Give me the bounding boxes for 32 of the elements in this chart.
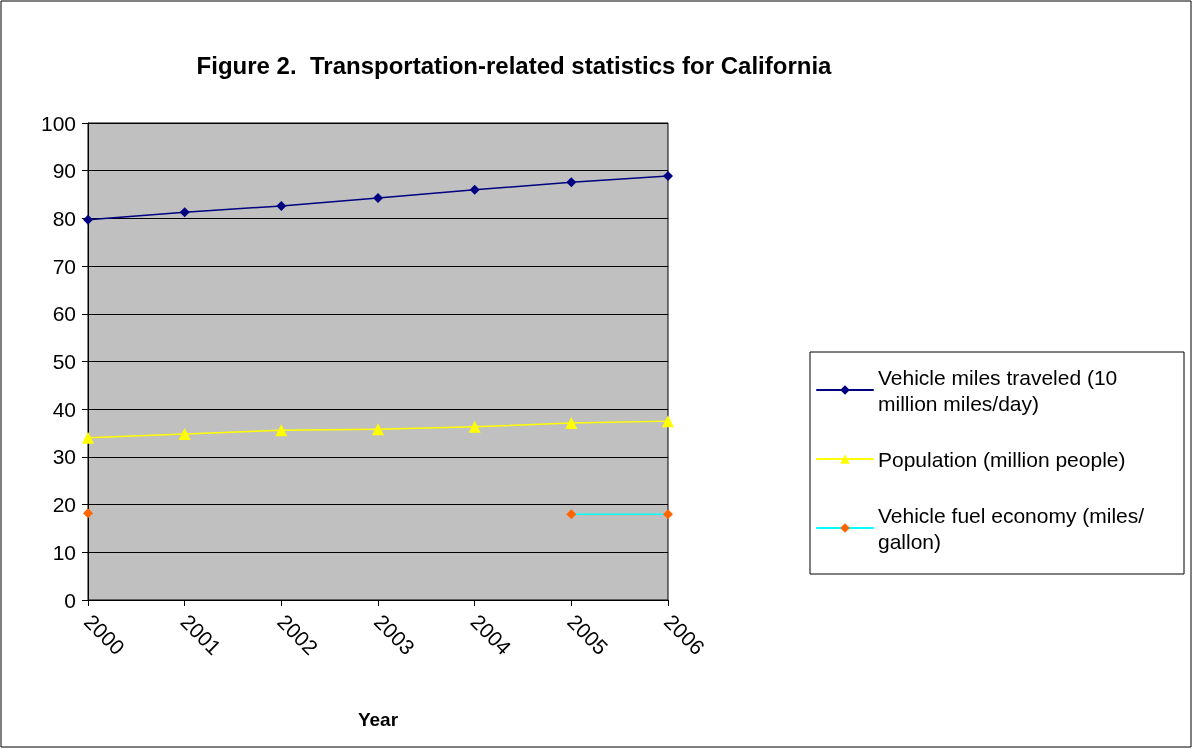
y-tick-label: 90: [52, 159, 76, 183]
point: [373, 192, 383, 203]
point: [468, 420, 481, 433]
point: [275, 424, 288, 437]
point: [662, 415, 674, 428]
y-tick-label: 50: [52, 350, 76, 373]
point: [663, 170, 673, 181]
y-tick-label: 70: [52, 254, 76, 278]
point: [566, 509, 577, 520]
y-tick-label: 20: [52, 493, 76, 517]
chart-title: Figure 2. Transportation-related statistics for California: [196, 51, 833, 79]
y-tick-label: 10: [52, 540, 76, 564]
y-tick-label: 80: [52, 206, 76, 230]
legend-label: Vehicle miles traveled (10 million miles/day): [878, 365, 1124, 415]
y-tick-label: 40: [52, 397, 76, 421]
point: [372, 423, 384, 436]
y-tick-label: 100: [40, 111, 76, 135]
point: [566, 177, 577, 188]
y-tick-label: 60: [52, 302, 76, 326]
legend-label: Vehicle fuel economy (miles/gallon): [878, 503, 1145, 553]
point: [276, 201, 287, 211]
point: [82, 431, 94, 444]
point: [469, 184, 480, 195]
point: [179, 207, 190, 218]
point: [83, 508, 93, 519]
y-tick-label: 0: [64, 588, 76, 612]
legend-label: Population (million people): [878, 447, 1126, 471]
y-tick-label: 30: [52, 445, 76, 469]
point: [178, 428, 191, 440]
point: [565, 417, 578, 430]
x-axis-title: Year: [357, 709, 399, 730]
point: [663, 509, 673, 520]
